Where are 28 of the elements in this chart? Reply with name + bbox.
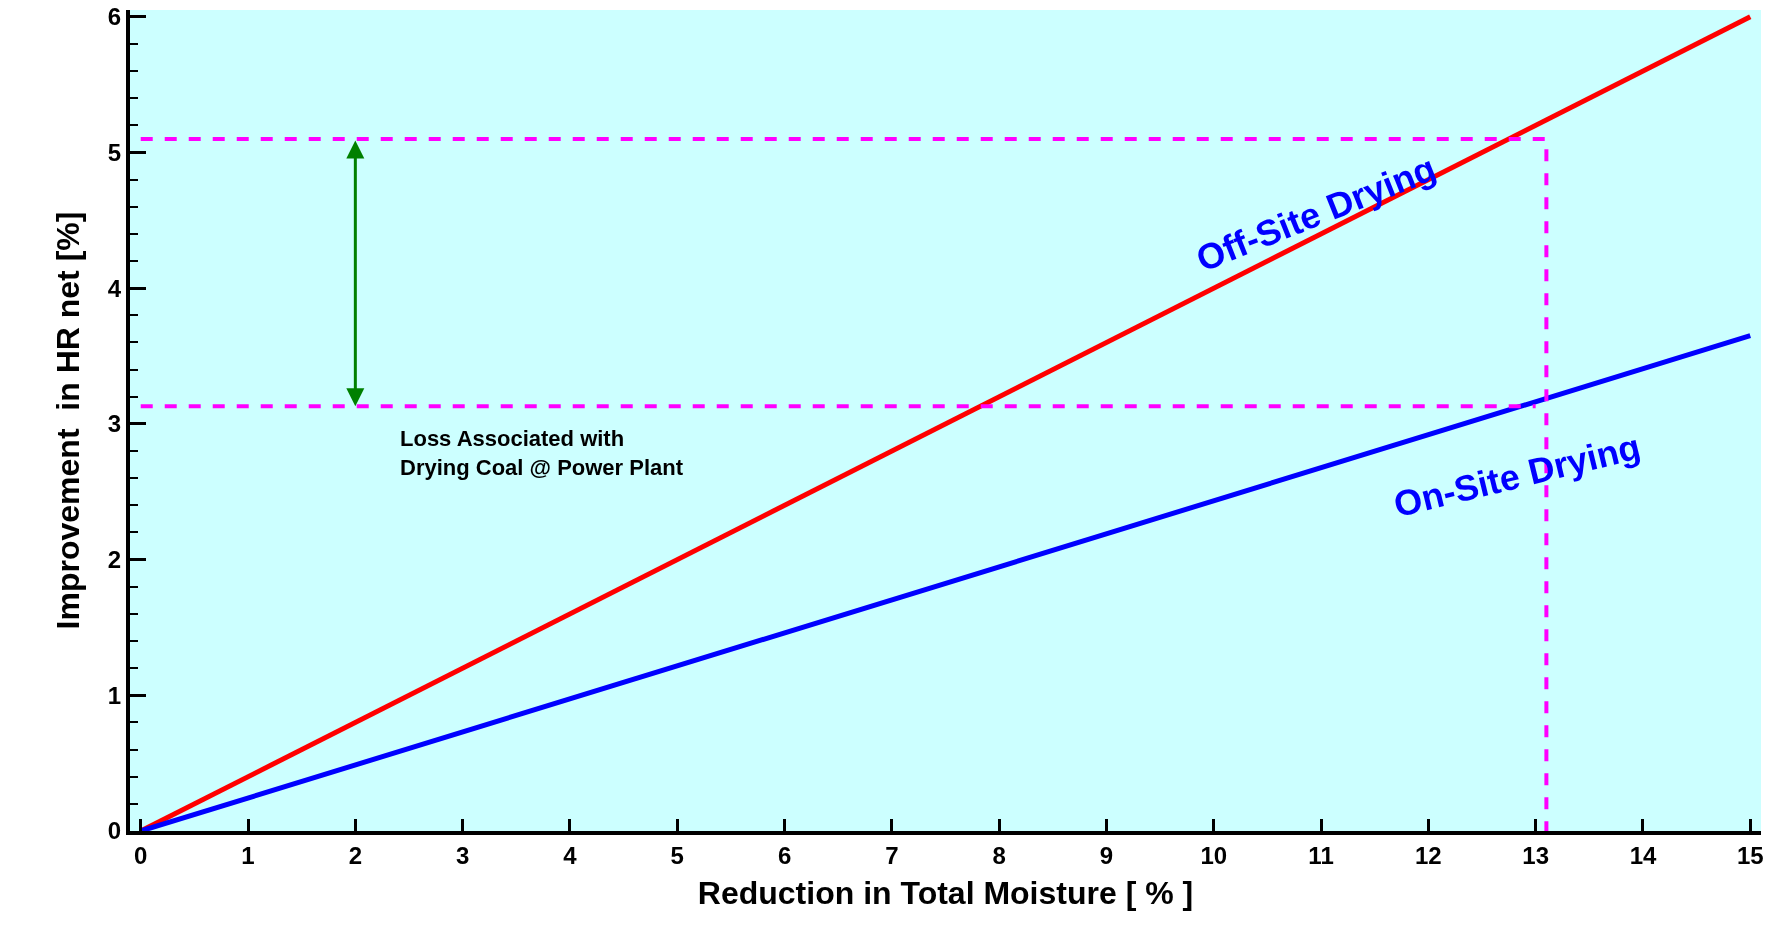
y-axis-title: Improvement in HR net [%] xyxy=(49,211,86,630)
x-tick-label: 1 xyxy=(241,841,255,869)
x-tick-label: 10 xyxy=(1200,841,1228,869)
y-tick-label: 4 xyxy=(107,274,122,302)
x-tick-label: 11 xyxy=(1308,841,1334,869)
x-tick-label: 14 xyxy=(1629,841,1657,869)
x-tick-label: 15 xyxy=(1736,841,1764,869)
x-tick-label: 13 xyxy=(1522,841,1550,869)
x-tick-label: 9 xyxy=(1099,841,1114,869)
y-tick-label: 1 xyxy=(107,681,122,709)
x-tick-label: 7 xyxy=(885,841,899,869)
x-tick-label: 12 xyxy=(1415,841,1442,869)
y-tick-label: 3 xyxy=(107,410,122,438)
x-tick-label: 2 xyxy=(348,841,363,869)
y-tick-label: 5 xyxy=(107,138,122,166)
y-tick-label: 0 xyxy=(107,817,122,845)
x-tick-label: 5 xyxy=(670,841,684,869)
x-tick-label: 4 xyxy=(563,841,578,869)
x-tick-label: 0 xyxy=(134,841,148,869)
x-tick-label: 6 xyxy=(777,841,792,869)
text: On-Site Drying xyxy=(1389,425,1645,526)
y-tick-label: 2 xyxy=(107,546,122,573)
x-tick-label: 3 xyxy=(455,841,470,869)
annotation: Loss Associated with Drying Coal @ Power Plant xyxy=(400,426,684,480)
y-tick-label: 6 xyxy=(107,3,122,31)
text: Off-Site Drying xyxy=(1190,147,1442,280)
x-tick-label: 8 xyxy=(992,841,1006,869)
x-axis-title: Reduction in Total Moisture [ % ] xyxy=(697,875,1194,912)
